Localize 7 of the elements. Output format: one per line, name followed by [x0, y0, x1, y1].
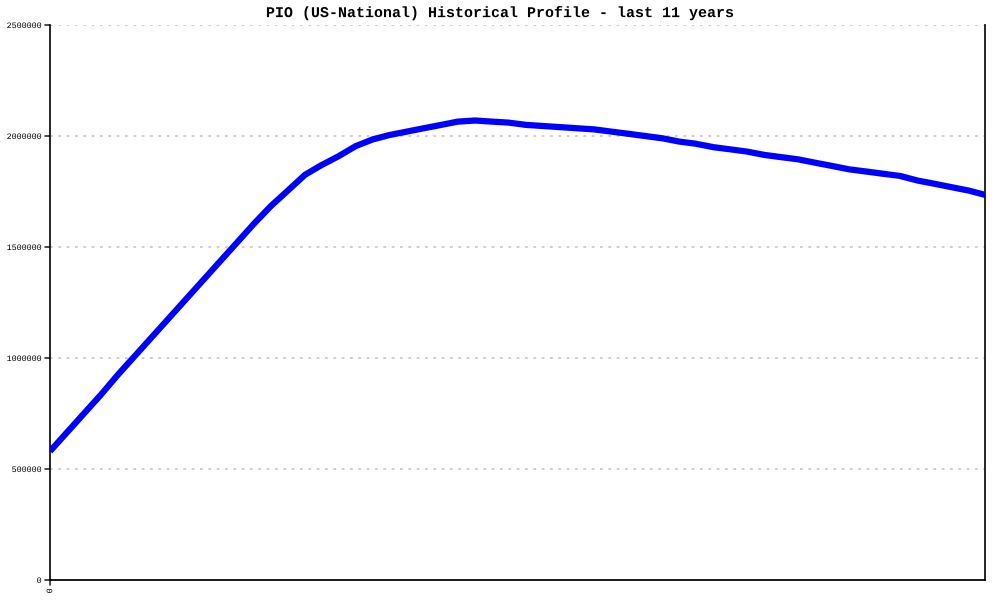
y-tick-label: 0 [37, 577, 42, 584]
y-tick-label: 2500000 [7, 22, 42, 28]
y-tick-label: 1500000 [7, 244, 42, 250]
y-tick-label: 500000 [12, 466, 42, 472]
y-tick-label: 2000000 [7, 133, 42, 140]
chart-title: PIO (US-National) Historical Profile - last 11 years [266, 6, 734, 20]
y-tick-label: 1000000 [7, 355, 42, 362]
